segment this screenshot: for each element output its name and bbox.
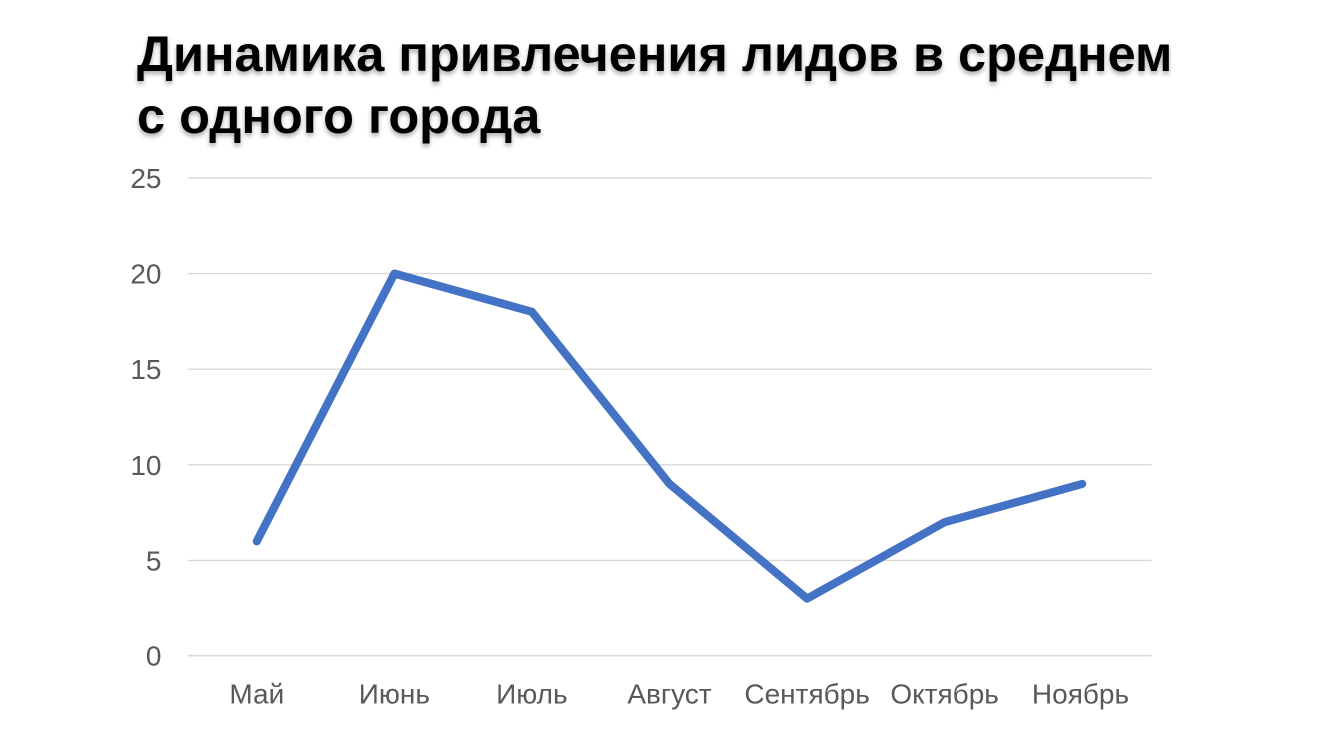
svg-text:Ноябрь: Ноябрь: [1032, 679, 1129, 710]
svg-text:Июль: Июль: [496, 679, 567, 710]
svg-text:20: 20: [130, 259, 161, 290]
svg-text:25: 25: [130, 163, 161, 194]
svg-text:Июнь: Июнь: [359, 679, 430, 710]
svg-text:Сентябрь: Сентябрь: [744, 679, 869, 710]
svg-text:15: 15: [130, 354, 161, 385]
svg-text:Октябрь: Октябрь: [890, 679, 999, 710]
svg-text:10: 10: [130, 450, 161, 481]
svg-text:Май: Май: [229, 679, 284, 710]
svg-text:0: 0: [146, 641, 162, 672]
svg-text:Август: Август: [627, 679, 711, 710]
svg-text:5: 5: [146, 545, 162, 576]
